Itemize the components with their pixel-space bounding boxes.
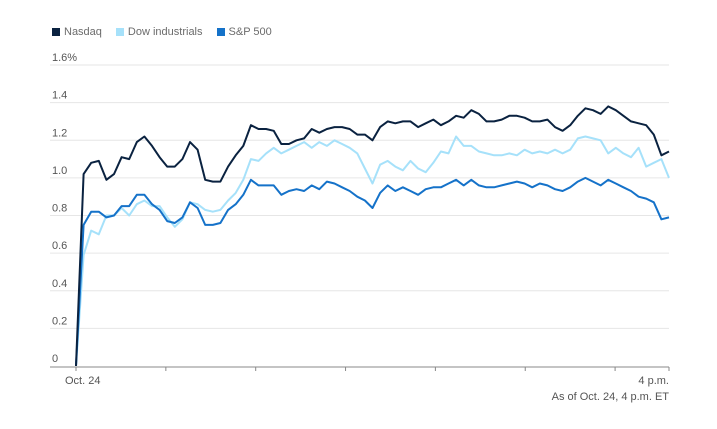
legend-swatch-dow xyxy=(115,28,124,36)
legend-label-nasdaq: Nasdaq xyxy=(64,26,102,38)
y-tick-label: 1.4 xyxy=(52,90,67,102)
series-lines xyxy=(75,105,670,367)
legend-label-dow: Dow industrials xyxy=(127,26,203,38)
y-tick-label: 0.2 xyxy=(52,315,67,327)
legend-swatch-nasdaq xyxy=(52,28,60,36)
y-tick-label: 0 xyxy=(52,353,58,365)
chart-legend: Nasdaq Dow industrials S&P 500 xyxy=(52,26,272,38)
series-line-s-p-500[interactable] xyxy=(75,176,670,367)
y-tick-label: 0.6 xyxy=(52,240,67,252)
series-line-nasdaq[interactable] xyxy=(75,105,670,367)
series-line-dow-industrials[interactable] xyxy=(75,135,670,367)
x-tick-label-end: 4 p.m. xyxy=(638,375,669,387)
y-tick-label: 1.2 xyxy=(52,127,67,139)
x-axis-ticks xyxy=(75,367,670,371)
legend-label-sp500: S&P 500 xyxy=(228,26,272,38)
gridlines xyxy=(50,64,669,329)
y-tick-label: 1.6% xyxy=(52,52,77,64)
legend-item-dow[interactable]: Dow industrials xyxy=(115,26,203,38)
legend-item-sp500[interactable]: S&P 500 xyxy=(216,26,272,38)
y-tick-label: 1.0 xyxy=(52,165,67,177)
y-tick-label: 0.4 xyxy=(52,278,67,290)
legend-item-nasdaq[interactable]: Nasdaq xyxy=(52,26,102,38)
y-axis-tick-labels: 0 0.2 0.4 0.6 0.8 1.0 1.2 1.4 1.6% xyxy=(52,52,77,365)
chart-footnote: As of Oct. 24, 4 p.m. ET xyxy=(552,391,670,403)
x-tick-label-start: Oct. 24 xyxy=(65,375,100,387)
legend-swatch-sp500 xyxy=(216,28,225,36)
y-tick-label: 0.8 xyxy=(52,203,67,215)
